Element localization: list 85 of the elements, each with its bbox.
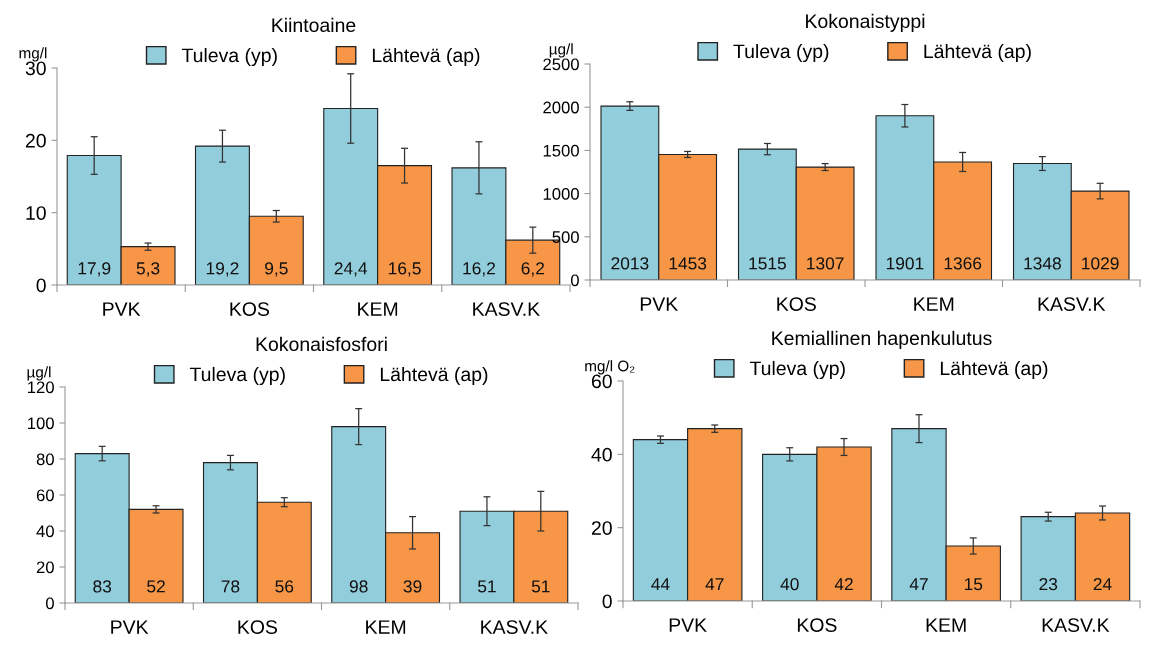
x-tick-label: KEM — [914, 297, 954, 311]
data-label: 1453 — [669, 257, 707, 270]
x-tick-label: KEM — [358, 302, 398, 316]
y-tick-label: 40 — [36, 525, 54, 538]
y-tick-label: 0 — [602, 594, 612, 609]
data-label: 24 — [1093, 577, 1112, 591]
x-tick-label: KASV.K — [473, 302, 540, 316]
data-label: 5,3 — [136, 262, 160, 277]
legend-label: Tuleva (yp) — [189, 366, 285, 386]
data-label: 40 — [780, 577, 799, 591]
x-tick-label: KASV.K — [1038, 297, 1106, 311]
x-tick-label: PVK — [640, 297, 678, 311]
data-label: 17,9 — [78, 262, 111, 277]
y-tick-label: 0 — [36, 278, 46, 293]
legend-label: Tuleva (yp) — [733, 43, 829, 63]
y-tick-label: 1000 — [543, 188, 579, 200]
data-label: 16,5 — [388, 262, 421, 277]
x-tick-label: KEM — [366, 620, 406, 634]
y-tick-label: 10 — [26, 206, 46, 220]
y-tick-label: 30 — [25, 61, 46, 76]
x-tick-label: KASV.K — [481, 620, 548, 634]
y-axis-title: µg/l — [549, 43, 573, 58]
x-tick-label: PVK — [111, 620, 149, 634]
y-tick-label: 60 — [36, 489, 54, 502]
data-label: 83 — [93, 580, 112, 593]
data-label: 39 — [403, 580, 422, 593]
chart-title: Kemiallinen hapenkulutus — [772, 330, 992, 349]
data-label: 16,2 — [463, 262, 495, 277]
data-label: 24,4 — [334, 262, 368, 277]
data-label: 1348 — [1024, 257, 1061, 270]
x-tick-label: KOS — [777, 297, 816, 311]
data-label: 23 — [1039, 577, 1058, 591]
legend-label: Lähtevä (ap) — [924, 43, 1031, 63]
y-tick-label: 40 — [591, 447, 612, 462]
data-label: 51 — [477, 580, 496, 593]
data-label: 47 — [705, 578, 724, 591]
chart-title: Kokonaisfosfori — [256, 336, 387, 352]
x-tick-label: KOS — [238, 620, 278, 634]
legend-label: Lähtevä (ap) — [372, 47, 480, 67]
y-axis-title: mg/l — [19, 47, 47, 62]
y-axis-title: µg/l — [27, 366, 51, 381]
y-tick-label: 0 — [45, 597, 54, 610]
x-tick-label: KEM — [926, 618, 966, 632]
data-label: 9,5 — [265, 262, 288, 277]
data-label: 1515 — [749, 257, 786, 270]
data-label: 51 — [531, 580, 550, 593]
data-label: 2013 — [611, 257, 649, 270]
x-tick-label: KOS — [230, 302, 270, 316]
data-label: 78 — [221, 580, 240, 593]
y-tick-label: 2500 — [543, 58, 579, 71]
chart-title: Kiintoaine — [272, 17, 356, 33]
data-label: 44 — [651, 578, 670, 591]
data-label: 1366 — [944, 257, 982, 270]
y-tick-label: 60 — [591, 374, 612, 389]
data-label: 19,2 — [206, 262, 239, 277]
x-tick-label: PVK — [669, 618, 707, 632]
data-label: 56 — [275, 580, 294, 593]
x-tick-label: KASV.K — [1042, 618, 1110, 632]
data-label: 15 — [964, 578, 983, 591]
data-label: 52 — [147, 580, 165, 593]
y-tick-label: 120 — [28, 381, 54, 394]
legend-label: Tuleva (yp) — [181, 47, 277, 67]
data-label: 1307 — [807, 257, 844, 270]
y-tick-label: 100 — [28, 417, 54, 430]
y-tick-label: 2000 — [543, 101, 579, 114]
data-label: 47 — [909, 578, 928, 591]
legend-label: Lähtevä (ap) — [380, 366, 488, 386]
y-axis-title: mg/l O₂ — [585, 360, 635, 375]
data-label: 42 — [834, 577, 853, 591]
y-tick-label: 500 — [552, 231, 579, 243]
data-label: 1901 — [886, 257, 924, 270]
y-tick-label: 20 — [36, 561, 54, 574]
y-tick-label: 20 — [25, 133, 46, 148]
y-tick-label: 80 — [36, 453, 54, 466]
legend-label: Tuleva (yp) — [749, 360, 845, 380]
chart-title: Kokonaistyppi — [806, 13, 925, 32]
x-tick-label: KOS — [797, 618, 837, 632]
y-tick-label: 1500 — [543, 144, 579, 157]
legend-label: Lähtevä (ap) — [940, 360, 1048, 380]
x-tick-label: PVK — [103, 302, 141, 316]
y-tick-label: 0 — [570, 274, 579, 287]
data-label: 1029 — [1082, 257, 1119, 270]
data-label: 6,2 — [521, 262, 544, 277]
y-tick-label: 20 — [591, 521, 612, 535]
data-label: 98 — [349, 580, 368, 593]
